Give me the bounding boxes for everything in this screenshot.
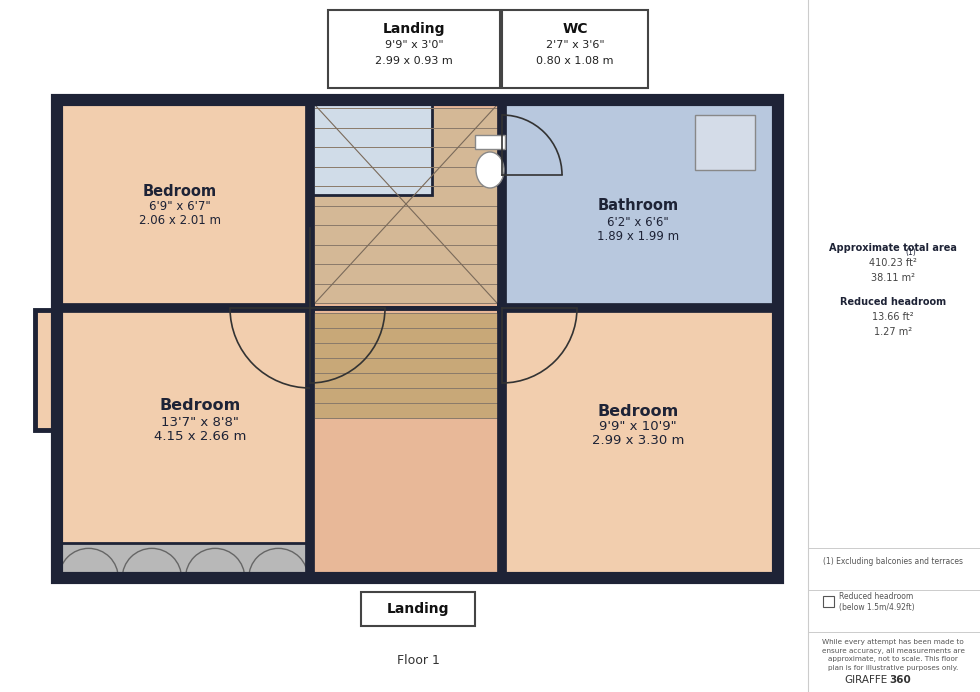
Text: Landing: Landing <box>387 602 449 616</box>
Bar <box>310 100 502 308</box>
Bar <box>695 115 755 170</box>
Bar <box>310 308 502 578</box>
Bar <box>57 100 778 578</box>
Text: GIRAFFE: GIRAFFE <box>845 675 888 685</box>
Bar <box>57 100 778 578</box>
Bar <box>475 135 505 149</box>
Bar <box>310 100 432 195</box>
Text: Reduced headroom
(below 1.5m/4.92ft): Reduced headroom (below 1.5m/4.92ft) <box>839 592 914 612</box>
Bar <box>57 100 310 308</box>
Text: 13.66 ft²: 13.66 ft² <box>872 312 913 322</box>
Text: (1) Excluding balconies and terraces: (1) Excluding balconies and terraces <box>823 556 963 565</box>
Text: Floor 1: Floor 1 <box>397 653 439 666</box>
Text: 2.99 x 0.93 m: 2.99 x 0.93 m <box>375 56 453 66</box>
Bar <box>823 596 834 607</box>
Text: Bathroom: Bathroom <box>598 199 678 214</box>
Text: 13'7" x 8'8": 13'7" x 8'8" <box>161 415 239 428</box>
Text: 360: 360 <box>889 675 910 685</box>
Text: 6'9" x 6'7": 6'9" x 6'7" <box>149 201 211 214</box>
Text: 38.11 m²: 38.11 m² <box>871 273 915 283</box>
FancyBboxPatch shape <box>502 10 648 88</box>
Text: 4.15 x 2.66 m: 4.15 x 2.66 m <box>154 430 246 442</box>
Text: WC: WC <box>563 22 588 36</box>
Text: Bedroom: Bedroom <box>143 183 217 199</box>
Bar <box>57 543 310 578</box>
Bar <box>315 108 497 303</box>
Text: 0.80 x 1.08 m: 0.80 x 1.08 m <box>536 56 613 66</box>
Text: Bedroom: Bedroom <box>598 403 678 419</box>
Bar <box>315 313 497 418</box>
Text: 2.99 x 3.30 m: 2.99 x 3.30 m <box>592 435 684 448</box>
FancyBboxPatch shape <box>361 592 475 626</box>
Bar <box>35 310 57 430</box>
FancyBboxPatch shape <box>328 10 500 88</box>
Text: 9'9" x 10'9": 9'9" x 10'9" <box>599 421 677 433</box>
Ellipse shape <box>476 152 504 188</box>
Text: (1): (1) <box>905 248 915 257</box>
Text: 9'9" x 3'0": 9'9" x 3'0" <box>385 40 443 50</box>
Text: 6'2" x 6'6": 6'2" x 6'6" <box>608 215 669 228</box>
Text: 1.27 m²: 1.27 m² <box>874 327 912 337</box>
Text: Landing: Landing <box>383 22 445 36</box>
Text: While every attempt has been made to
ensure accuracy, all measurements are
appro: While every attempt has been made to ens… <box>821 639 964 671</box>
Text: 410.23 ft²: 410.23 ft² <box>869 258 917 268</box>
Bar <box>502 308 778 578</box>
Text: Approximate total area: Approximate total area <box>829 243 956 253</box>
Bar <box>57 308 310 578</box>
Text: 2.06 x 2.01 m: 2.06 x 2.01 m <box>139 215 221 228</box>
Text: Reduced headroom: Reduced headroom <box>840 297 946 307</box>
Text: Bedroom: Bedroom <box>160 399 241 414</box>
Bar <box>502 100 778 308</box>
Text: 1.89 x 1.99 m: 1.89 x 1.99 m <box>597 230 679 242</box>
Text: 2'7" x 3'6": 2'7" x 3'6" <box>546 40 605 50</box>
